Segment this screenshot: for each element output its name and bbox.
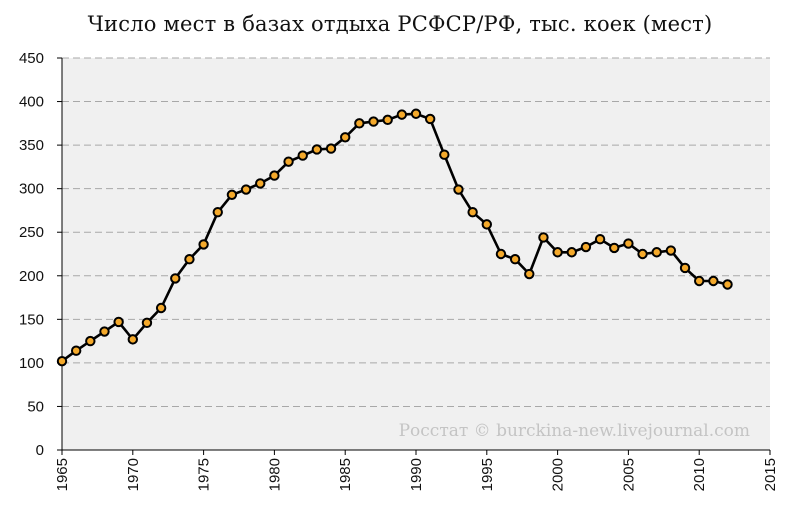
- data-point-1980: [269, 170, 280, 181]
- y-tick-label-150: 150: [19, 311, 44, 328]
- x-tick-label-1995: 1995: [479, 458, 496, 491]
- data-point-1995: [481, 219, 492, 230]
- data-point-1987: [368, 116, 379, 127]
- data-point-2006: [637, 248, 648, 260]
- y-tick-label-100: 100: [19, 355, 44, 372]
- data-point-1999: [538, 232, 549, 243]
- x-tick-label-2015: 2015: [762, 458, 779, 491]
- watermark-text: Росстат © burckina-new.livejournal.com: [399, 421, 750, 441]
- grid-lines: [62, 57, 770, 407]
- data-point-1972: [155, 302, 167, 314]
- data-point-1992: [439, 149, 450, 160]
- data-point-1997: [509, 254, 521, 265]
- data-point-1969: [113, 316, 124, 328]
- y-tick-label-250: 250: [19, 224, 44, 241]
- y-tick-label-450: 450: [19, 50, 44, 67]
- data-point-2002: [580, 241, 592, 253]
- data-point-1970: [127, 334, 139, 345]
- data-point-1977: [226, 189, 238, 200]
- y-axis-tick-labels: 0 50 100 150 200 250 300 350 400 450: [19, 50, 62, 459]
- data-point-1985: [340, 132, 351, 143]
- x-tick-label-1965: 1965: [54, 458, 71, 491]
- data-point-2009: [679, 262, 691, 274]
- data-point-2004: [609, 242, 620, 254]
- data-point-1983: [311, 144, 323, 155]
- data-point-1965: [56, 355, 68, 367]
- data-point-1993: [453, 184, 464, 195]
- data-point-2010: [694, 275, 705, 287]
- data-point-1989: [396, 109, 408, 120]
- data-point-1973: [170, 273, 181, 284]
- data-point-1984: [325, 143, 337, 154]
- y-tick-label-300: 300: [19, 181, 44, 198]
- data-point-1998: [524, 268, 535, 280]
- x-tick-label-1970: 1970: [125, 458, 142, 491]
- data-point-1967: [85, 335, 96, 347]
- x-tick-label-1980: 1980: [266, 458, 283, 491]
- data-point-1982: [297, 150, 308, 161]
- data-point-2001: [566, 247, 577, 258]
- data-point-2007: [651, 247, 662, 258]
- data-point-1990: [410, 108, 422, 119]
- y-tick-label-350: 350: [19, 137, 44, 154]
- series-layer: [56, 108, 733, 367]
- data-point-1974: [184, 254, 195, 265]
- data-point-2012: [722, 279, 733, 290]
- data-point-2000: [552, 247, 563, 258]
- data-point-1978: [240, 184, 252, 195]
- data-point-1991: [424, 113, 436, 125]
- x-axis-tick-labels: 1965 1970 1975 1980 1985 1990 1995 2000 2005 2010…: [54, 450, 779, 491]
- y-tick-label-400: 400: [19, 94, 44, 111]
- data-point-1994: [467, 206, 478, 218]
- data-point-1979: [255, 178, 266, 189]
- data-point-1966: [70, 345, 82, 356]
- data-point-1968: [99, 326, 110, 337]
- x-tick-label-2000: 2000: [550, 458, 567, 491]
- x-tick-label-2005: 2005: [620, 458, 637, 491]
- data-point-2011: [708, 275, 719, 287]
- x-tick-label-1975: 1975: [196, 458, 213, 491]
- data-point-1975: [198, 239, 209, 250]
- chart-title: Число мест в базах отдыха РСФСР/РФ, тыс.…: [87, 12, 713, 36]
- data-point-1971: [141, 317, 153, 329]
- y-tick-label-0: 0: [36, 442, 44, 459]
- data-point-1996: [495, 248, 507, 260]
- data-point-2005: [623, 238, 634, 249]
- data-point-2008: [665, 245, 677, 256]
- data-point-1988: [382, 114, 393, 126]
- y-tick-label-50: 50: [27, 398, 44, 415]
- data-point-1976: [212, 206, 223, 218]
- y-tick-label-200: 200: [19, 268, 44, 285]
- x-tick-label-1990: 1990: [408, 458, 425, 491]
- x-tick-label-2010: 2010: [691, 458, 708, 491]
- data-point-2003: [594, 233, 606, 245]
- data-point-1986: [354, 118, 365, 129]
- x-tick-label-1985: 1985: [337, 458, 354, 491]
- data-point-1981: [283, 156, 294, 167]
